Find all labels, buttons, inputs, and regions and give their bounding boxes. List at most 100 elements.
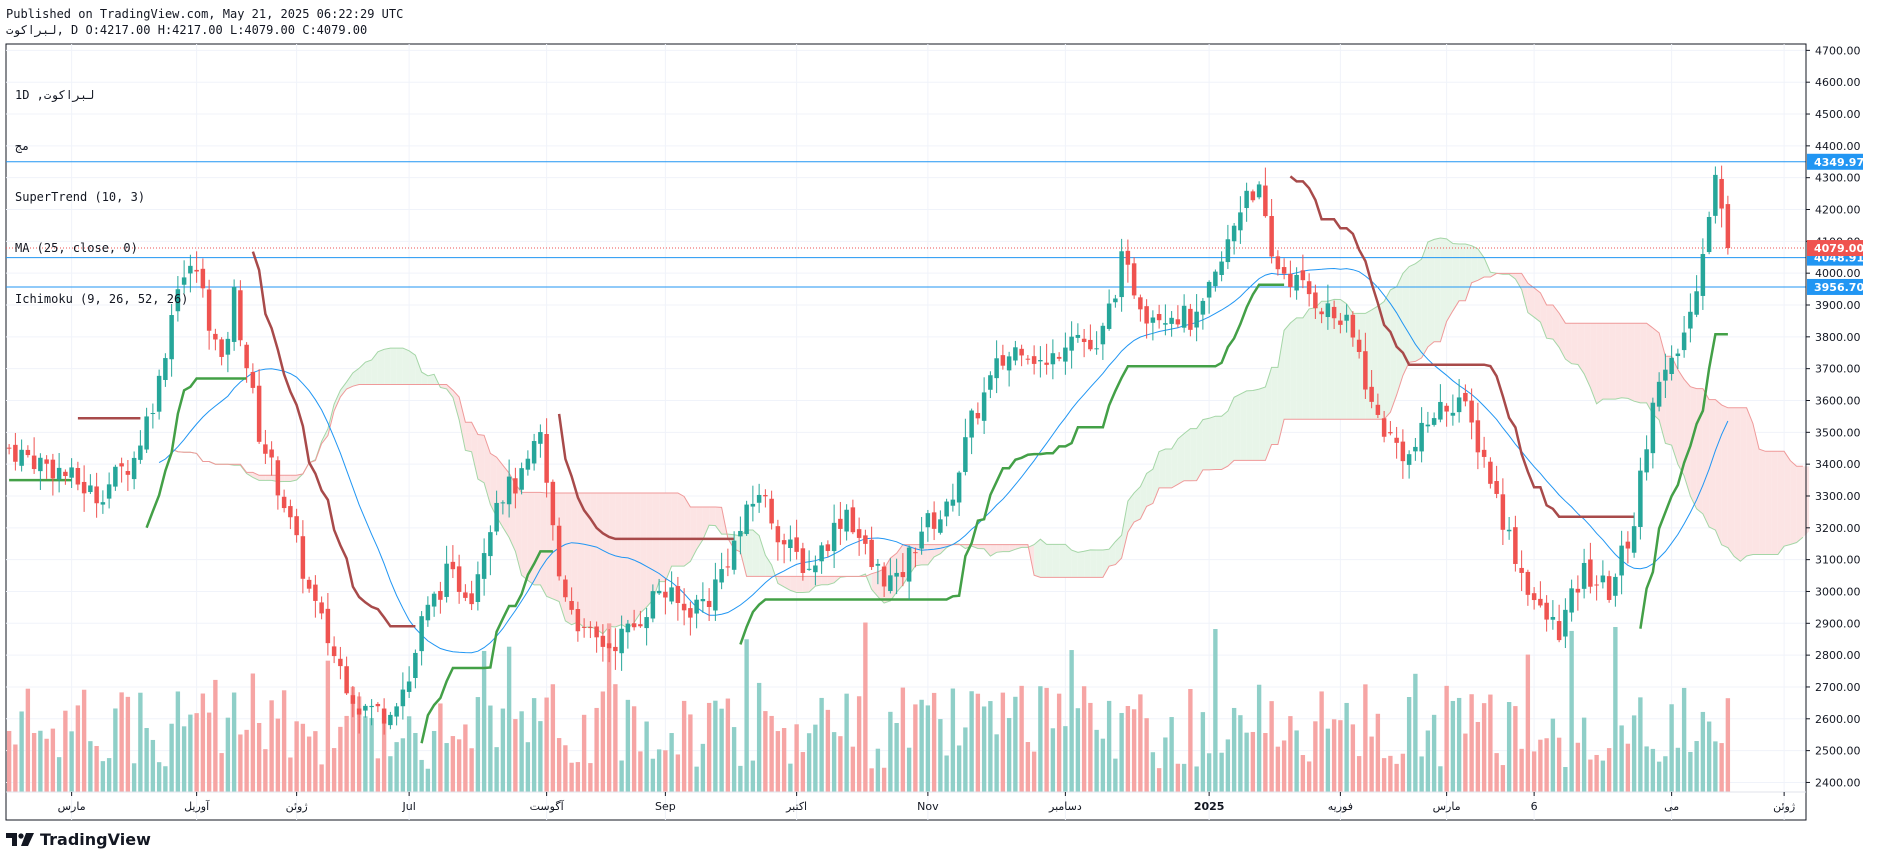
candle-body (1675, 353, 1681, 357)
candle-body (356, 708, 362, 715)
candle-body (1288, 273, 1293, 287)
candle-body (938, 519, 943, 533)
candle-body (13, 444, 18, 462)
volume-bar (600, 691, 606, 792)
legend-symbol[interactable]: 1D ,لبراكوت (15, 88, 95, 102)
cloud-segment (1052, 544, 1060, 578)
volume-bar (444, 743, 449, 792)
candle-body (106, 484, 112, 499)
tradingview-logo[interactable]: TradingView (6, 828, 151, 850)
cloud-segment (709, 507, 716, 526)
candle-body (1544, 602, 1549, 620)
candle-body (1400, 441, 1406, 462)
candle-body (375, 703, 381, 707)
candle-body (188, 265, 193, 274)
cloud-segment (577, 492, 585, 628)
volume-bar (544, 697, 549, 792)
volume-bar (813, 724, 818, 792)
candle-body (200, 268, 206, 289)
candle-body (1338, 320, 1343, 325)
volume-bars (6, 622, 1731, 792)
cloud-segment (1227, 397, 1235, 467)
candle-body (1631, 526, 1637, 553)
volume-bar (856, 696, 862, 792)
volume-bar (206, 712, 212, 792)
candle-body (1463, 392, 1468, 402)
time-tick-label: مى (1664, 800, 1679, 813)
cloud-segment (1102, 549, 1110, 578)
candle-body (1444, 405, 1449, 412)
volume-bar (1425, 730, 1431, 792)
cloud-segment (1315, 301, 1322, 420)
cloud-segment (371, 351, 378, 385)
volume-bar (238, 734, 243, 792)
candle-body (494, 502, 499, 532)
volume-bar (1363, 684, 1368, 792)
volume-bar (775, 731, 781, 792)
legend-supertrend[interactable]: SuperTrend (10, 3) (15, 190, 146, 204)
cloud-segment (765, 555, 772, 577)
cloud-segment (1265, 367, 1272, 461)
volume-bar (1056, 693, 1062, 792)
candle-body (1406, 454, 1412, 465)
cloud-segment (1571, 323, 1578, 365)
candle-body (1456, 397, 1462, 413)
candle-body (1725, 204, 1731, 249)
candle-body (969, 410, 974, 438)
volume-bar (281, 690, 287, 792)
volume-bar (913, 704, 918, 792)
time-tick-label: دسامبر (1048, 800, 1082, 813)
candle-body (1181, 305, 1187, 328)
legend-ma[interactable]: MA (25, close, 0) (15, 241, 138, 255)
volume-bar (163, 766, 168, 792)
ichimoku-span-a (171, 237, 1804, 635)
candle-body (1369, 386, 1374, 402)
candle-body (1038, 360, 1043, 362)
cloud-segment (1234, 394, 1241, 461)
volume-bar (344, 715, 349, 792)
volume-bar (50, 728, 56, 792)
time-axis: مارس آوريل ژوئن Jul آگوست Sep اکتبر Nov دسامبر 20… (6, 791, 1806, 813)
volume-bar (1663, 756, 1668, 792)
cloud-segment (665, 492, 672, 582)
candle-body (538, 432, 543, 444)
cloud-segment (1471, 245, 1478, 283)
cloud-segment (384, 348, 391, 385)
volume-bar (306, 736, 312, 792)
candle-body (1638, 470, 1643, 527)
candle-body (675, 586, 681, 603)
volume-bar (488, 705, 493, 792)
cloud-segment (1009, 544, 1016, 552)
candle-body (63, 471, 68, 477)
volume-bar (556, 738, 562, 792)
candle-body (613, 646, 618, 652)
cloud-segment (1609, 323, 1616, 400)
volume-bar (1050, 728, 1056, 792)
volume-bar (350, 686, 356, 792)
legend-ichimoku[interactable]: Ichimoku (9, 26, 52, 26) (15, 292, 189, 306)
volume-bar (119, 692, 124, 792)
candle-body (1056, 356, 1062, 359)
cloud-segment (1577, 323, 1585, 374)
cloud-segment (1615, 323, 1622, 400)
time-tick-label: آگوست (530, 799, 565, 813)
candle-body (863, 535, 868, 544)
price-tick-label: 2400.00 (1815, 776, 1861, 789)
candle-body (1244, 190, 1249, 209)
cloud-segment (1196, 419, 1203, 481)
volume-bar (1081, 686, 1087, 792)
candle-body (1256, 184, 1262, 198)
candle-body (1594, 584, 1599, 586)
supertrend-segment (1639, 332, 1728, 629)
candle-body (825, 544, 831, 551)
volume-bar (994, 734, 999, 792)
candle-body (269, 449, 274, 458)
cloud-segment (802, 576, 810, 593)
cloud-segment (1084, 549, 1091, 578)
cloud-segment (934, 544, 941, 557)
time-tick-label: فوريه (1328, 800, 1353, 813)
cloud-segment (1140, 473, 1147, 519)
candle-body (1500, 494, 1506, 530)
candle-body (525, 458, 531, 470)
